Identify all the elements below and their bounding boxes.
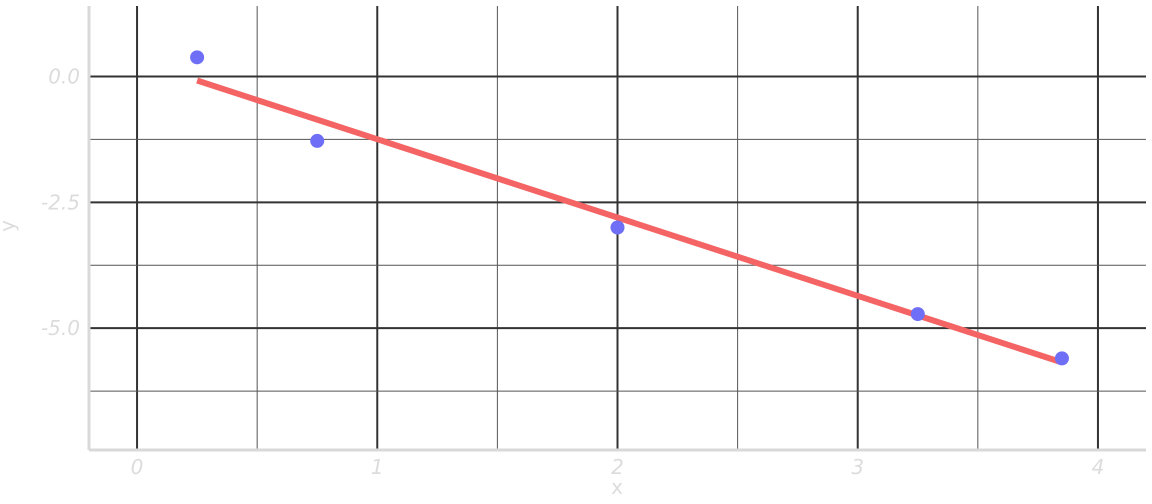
y-tick-label: -2.5 [41, 190, 80, 214]
data-point [1054, 351, 1069, 366]
y-axis-title: y [0, 220, 19, 232]
x-tick-label: 2 [611, 455, 624, 479]
data-point [310, 133, 325, 148]
grid [89, 6, 1146, 449]
x-axis-title: x [611, 475, 623, 499]
data-point [610, 220, 625, 235]
data-point [910, 307, 925, 322]
x-tick-label: 1 [371, 455, 384, 479]
points-layer [190, 50, 1069, 366]
axes [87, 6, 1146, 452]
fit-line-layer [196, 77, 1063, 366]
x-tick-label: 3 [851, 455, 864, 479]
tick-labels: 0 1 2 3 4 0.0 -2.5 -5.0 [41, 64, 1104, 479]
x-tick-label: 0 [131, 455, 144, 479]
fit-line [196, 77, 1063, 366]
y-tick-label: -5.0 [41, 316, 80, 340]
x-tick-label: 4 [1092, 455, 1105, 479]
y-tick-label: 0.0 [48, 64, 80, 88]
data-point [190, 50, 205, 65]
